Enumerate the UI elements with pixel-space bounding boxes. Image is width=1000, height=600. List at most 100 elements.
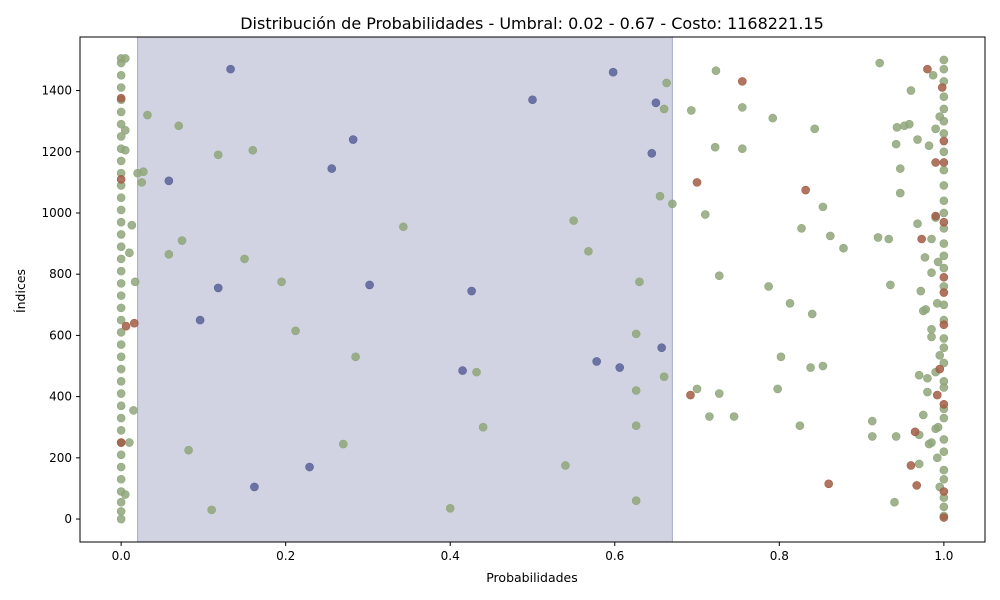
- data-point: [659, 104, 669, 114]
- data-point: [631, 329, 641, 339]
- data-point: [608, 67, 618, 77]
- data-point: [867, 416, 877, 426]
- data-point: [116, 514, 126, 524]
- data-point: [116, 328, 126, 337]
- y-tick-label: 1200: [41, 145, 72, 159]
- data-point: [528, 95, 537, 105]
- data-point: [700, 210, 710, 219]
- data-point: [121, 321, 131, 331]
- data-point: [939, 320, 949, 329]
- data-point: [116, 93, 126, 103]
- data-point: [914, 459, 924, 469]
- data-point: [116, 425, 126, 435]
- data-point: [351, 352, 360, 362]
- data-point: [657, 343, 666, 352]
- data-point: [116, 83, 126, 92]
- data-point: [116, 279, 126, 288]
- data-point: [891, 139, 901, 149]
- y-tick-label: 200: [49, 451, 72, 465]
- data-point: [939, 288, 949, 297]
- data-point: [240, 254, 249, 264]
- y-tick-label: 0: [64, 512, 72, 526]
- data-point: [116, 462, 126, 472]
- data-point: [939, 487, 949, 496]
- data-point: [939, 129, 949, 138]
- data-point: [631, 386, 641, 395]
- data-point: [932, 453, 942, 463]
- data-point: [927, 332, 936, 342]
- data-point: [875, 58, 884, 68]
- data-point: [116, 242, 126, 251]
- data-point: [923, 387, 932, 397]
- data-point: [918, 410, 928, 420]
- data-point: [714, 271, 724, 281]
- data-point: [939, 55, 949, 65]
- data-point: [116, 497, 126, 507]
- data-point: [886, 280, 895, 290]
- data-point: [939, 399, 949, 409]
- data-point: [939, 64, 949, 74]
- data-point: [797, 223, 806, 233]
- data-point: [116, 438, 126, 447]
- data-point: [226, 64, 235, 74]
- data-point: [914, 370, 924, 380]
- data-point: [195, 315, 205, 325]
- data-point: [116, 364, 126, 374]
- data-point: [939, 208, 949, 218]
- data-point: [592, 357, 601, 366]
- data-point: [137, 178, 147, 187]
- data-point: [116, 340, 126, 349]
- data-point: [824, 479, 833, 489]
- data-point: [931, 124, 940, 134]
- data-point: [906, 86, 916, 95]
- data-point: [890, 497, 899, 507]
- data-point: [584, 246, 593, 256]
- data-point: [910, 427, 920, 437]
- data-point: [116, 507, 126, 516]
- data-point: [927, 324, 936, 334]
- data-point: [935, 351, 945, 360]
- x-axis-label: Probabilidades: [486, 570, 578, 585]
- data-point: [116, 70, 126, 80]
- data-point: [785, 298, 795, 308]
- data-point: [939, 92, 949, 101]
- threshold-band: [137, 36, 673, 543]
- data-point: [116, 230, 126, 239]
- data-point: [923, 373, 932, 383]
- data-point: [737, 77, 747, 86]
- data-point: [935, 364, 945, 374]
- data-point: [939, 343, 949, 352]
- data-point: [927, 438, 936, 447]
- data-point: [810, 124, 819, 134]
- x-tick-label: 0.2: [276, 549, 295, 563]
- data-point: [213, 150, 223, 160]
- data-point: [651, 98, 661, 108]
- data-point: [116, 254, 126, 264]
- data-point: [939, 181, 949, 190]
- data-point: [116, 352, 126, 362]
- data-point: [939, 196, 949, 206]
- data-point: [327, 164, 337, 173]
- data-point: [686, 390, 695, 400]
- data-point: [662, 78, 671, 88]
- data-point: [912, 481, 922, 490]
- data-point: [116, 315, 126, 325]
- data-point: [120, 126, 130, 135]
- data-point: [458, 366, 467, 375]
- data-point: [906, 461, 916, 470]
- data-point: [933, 422, 943, 432]
- data-point: [891, 432, 901, 441]
- data-point: [939, 158, 949, 167]
- data-point: [445, 504, 455, 513]
- x-axis-ticks: 0.0 0.2 0.4 0.6 0.8 1.0: [112, 542, 953, 563]
- data-point: [561, 461, 570, 470]
- data-point: [939, 136, 949, 146]
- data-point: [692, 178, 702, 187]
- data-point: [116, 401, 126, 411]
- data-point: [729, 412, 739, 421]
- data-point: [884, 234, 894, 244]
- data-point: [818, 202, 828, 212]
- data-point: [939, 465, 949, 475]
- data-point: [305, 462, 314, 472]
- data-point: [939, 116, 949, 126]
